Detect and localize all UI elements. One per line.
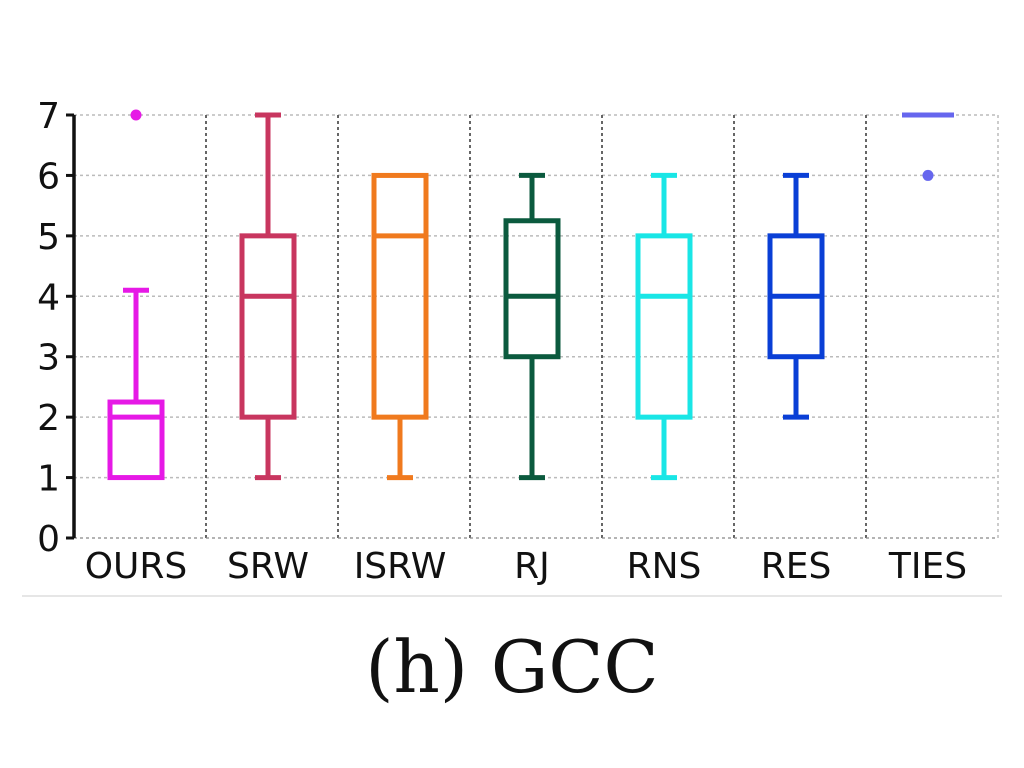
y-tick-label: 6 [37,156,60,197]
x-category-label: RES [761,546,832,587]
x-category-label: ISRW [354,546,447,587]
box-srw [239,112,297,481]
label-layer: 0 1 2 3 4 5 6 7 OURS SRW ISRW RJ RNS RES TIES [37,96,967,587]
box-layer [107,109,954,481]
box-iqr [503,218,561,360]
box-ties [902,112,954,181]
box-isrw [371,172,429,481]
box-plot-chart: 0 1 2 3 4 5 6 7 OURS SRW ISRW RJ RNS RES TIES [22,96,1002,597]
box-iqr [635,233,693,420]
box-iqr [239,233,297,420]
y-tick-label: 2 [37,398,60,439]
x-category-label: RNS [627,546,702,587]
box-rj [503,172,561,481]
y-tick-label: 1 [37,459,60,500]
box-iqr [107,399,165,481]
outlier-point [922,169,934,181]
axis-layer [66,113,76,540]
y-tick-label: 3 [37,338,60,379]
x-category-label: TIES [888,546,967,587]
box-res [767,172,825,420]
box-ours [107,109,165,481]
y-tick-label: 5 [37,217,60,258]
figure-caption: (h) GCC [365,625,659,709]
outlier-point [130,109,142,121]
box-iqr [371,172,429,420]
y-tick-label: 7 [37,96,60,137]
x-category-label: RJ [514,546,550,587]
box-rns [635,172,693,481]
y-tick-label: 0 [37,519,60,560]
x-category-label: OURS [85,546,188,587]
y-tick-label: 4 [37,277,60,318]
x-category-label: SRW [227,546,309,587]
